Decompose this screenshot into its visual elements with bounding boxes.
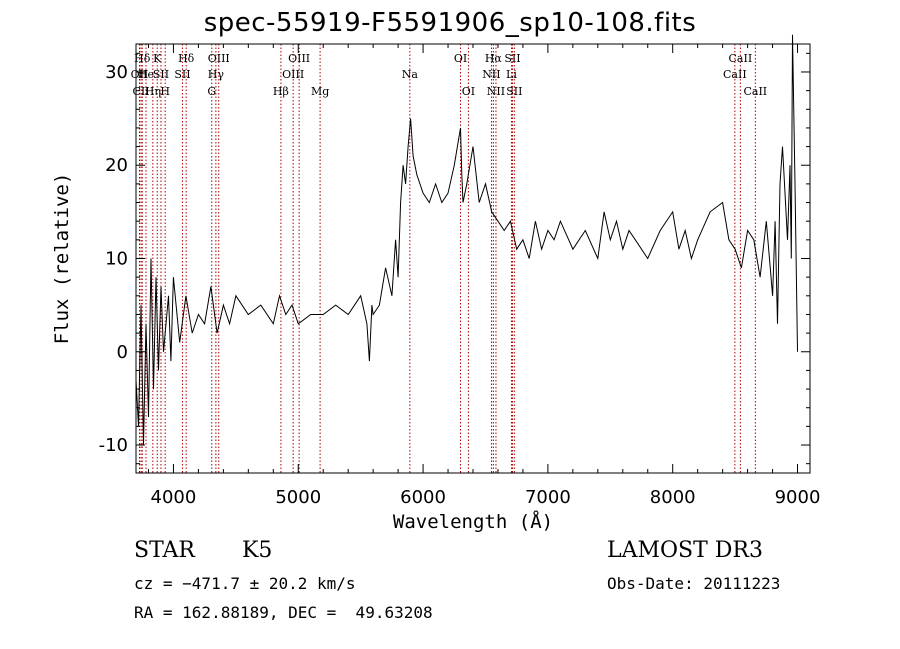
line-label-3: He [138, 68, 154, 81]
plot-frame [135, 43, 811, 474]
redshift-velocity: cz = −471.7 ± 20.2 km/s [134, 574, 356, 593]
line-label-22: NII [487, 85, 505, 98]
y-axis-label: Flux (relative) [51, 173, 73, 345]
line-label-10: OIII [208, 52, 230, 65]
line-label-25: SII [506, 85, 522, 98]
line-label-2: CII [132, 85, 149, 98]
line-label-12: G [207, 85, 216, 98]
line-label-7: H [160, 85, 170, 98]
x-tick-label-4000: 4000 [151, 487, 197, 508]
x-tick-label-6000: 6000 [400, 487, 446, 508]
line-label-24: Li [506, 68, 517, 81]
object-class: STAR [134, 538, 195, 563]
x-tick-label-7000: 7000 [525, 487, 571, 508]
y-axis-ticks: -10 0 10 20 30 [99, 52, 810, 465]
line-label-19: OI [462, 85, 475, 98]
line-label-5: K [153, 52, 162, 65]
x-axis-label: Wavelength (Å) [393, 510, 553, 533]
chart-title: spec-55919-F5591906_sp10-108.fits [203, 8, 697, 38]
survey-name: LAMOST DR3 [607, 538, 763, 563]
line-label-21: NII [482, 68, 500, 81]
x-tick-label-9000: 9000 [775, 487, 821, 508]
line-label-1: OII [131, 68, 149, 81]
observation-date: Obs-Date: 20111223 [607, 574, 781, 593]
line-label-4: Hη [145, 85, 161, 98]
line-label-18: OI [454, 52, 467, 65]
line-label-27: CaII [723, 68, 747, 81]
line-label-16: Mg [311, 85, 329, 98]
line-label-0: Hδ [134, 52, 151, 65]
line-label-15: Hβ [273, 85, 289, 98]
y-tick-label-20: 20 [105, 155, 128, 176]
flux-series-line [135, 34, 798, 446]
line-label-13: OIII [288, 52, 310, 65]
y-tick-label-0: 0 [117, 342, 128, 363]
line-label-14: OIII [282, 68, 304, 81]
y-tick-label-30: 30 [105, 62, 128, 83]
y-tick-label--10: -10 [99, 435, 128, 456]
line-markers [138, 44, 756, 473]
line-label-9: SII [174, 68, 190, 81]
x-tick-label-8000: 8000 [650, 487, 696, 508]
sky-coordinates: RA = 162.88189, DEC = 49.63208 [134, 603, 433, 622]
line-label-23: SII [504, 52, 520, 65]
line-label-28: CaII [743, 85, 767, 98]
line-label-20: Hα [485, 52, 503, 65]
line-label-17: Na [402, 68, 419, 81]
line-label-26: CaII [729, 52, 753, 65]
object-subclass: K5 [242, 538, 273, 563]
line-label-8: Hδ [178, 52, 195, 65]
line-label-6: SII [153, 68, 169, 81]
y-tick-label-10: 10 [105, 249, 128, 270]
x-axis-ticks: 4000 5000 6000 7000 8000 9000 [147, 44, 821, 508]
line-label-11: Hγ [208, 68, 225, 81]
x-tick-label-5000: 5000 [275, 487, 321, 508]
